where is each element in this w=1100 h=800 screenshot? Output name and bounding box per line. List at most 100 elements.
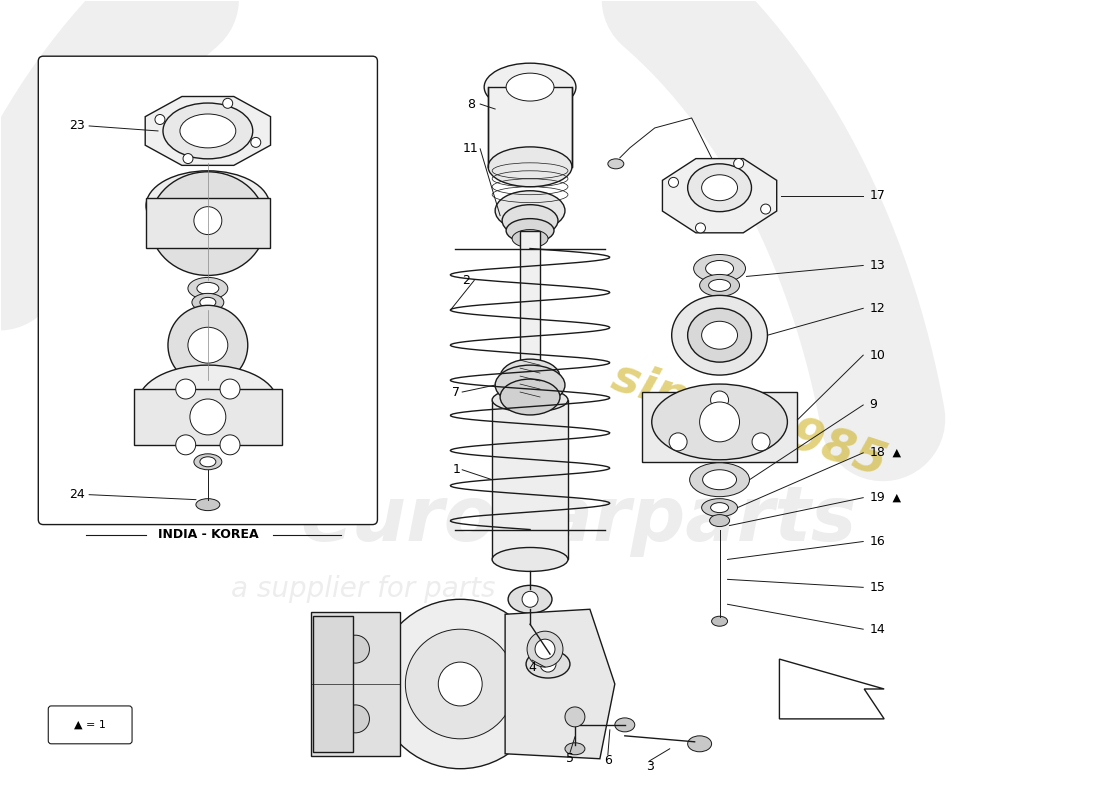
Text: 3: 3 [646, 760, 653, 774]
Circle shape [669, 433, 688, 451]
Text: 6: 6 [604, 754, 612, 767]
Ellipse shape [495, 190, 565, 230]
Text: 19: 19 [869, 491, 884, 504]
Text: 5: 5 [565, 752, 574, 766]
Text: eurocarparts: eurocarparts [300, 482, 857, 557]
Text: INDIA - KOREA: INDIA - KOREA [157, 528, 258, 541]
Text: 14: 14 [869, 622, 884, 636]
Bar [488, 87, 572, 167]
Circle shape [669, 178, 679, 187]
Circle shape [194, 206, 222, 234]
Bar [312, 616, 352, 752]
Ellipse shape [688, 308, 751, 362]
Circle shape [522, 591, 538, 607]
Bar [520, 230, 540, 360]
Ellipse shape [688, 736, 712, 752]
Text: 24: 24 [69, 488, 85, 501]
Ellipse shape [711, 502, 728, 513]
Text: ▲ = 1: ▲ = 1 [74, 720, 106, 730]
Ellipse shape [194, 454, 222, 470]
Text: 7: 7 [452, 386, 460, 398]
Ellipse shape [708, 279, 730, 291]
Circle shape [155, 114, 165, 125]
Ellipse shape [484, 63, 576, 111]
Ellipse shape [513, 230, 548, 247]
FancyBboxPatch shape [39, 56, 377, 525]
Circle shape [341, 705, 370, 733]
Ellipse shape [703, 470, 737, 490]
Circle shape [341, 635, 370, 663]
Ellipse shape [188, 278, 228, 299]
Ellipse shape [694, 254, 746, 282]
Polygon shape [780, 659, 884, 719]
Circle shape [375, 599, 544, 769]
Text: 13: 13 [869, 259, 884, 272]
Text: 16: 16 [869, 535, 884, 548]
Circle shape [761, 204, 771, 214]
Circle shape [176, 379, 196, 399]
Ellipse shape [705, 261, 734, 277]
Ellipse shape [495, 365, 565, 405]
Ellipse shape [565, 743, 585, 754]
Circle shape [251, 138, 261, 147]
Ellipse shape [150, 172, 266, 275]
Ellipse shape [615, 718, 635, 732]
Circle shape [565, 707, 585, 727]
Circle shape [183, 154, 192, 163]
Ellipse shape [502, 205, 558, 237]
Text: 17: 17 [869, 190, 886, 202]
Text: 15: 15 [869, 581, 886, 594]
Ellipse shape [526, 650, 570, 678]
Text: 10: 10 [869, 349, 886, 362]
Ellipse shape [506, 218, 554, 242]
Ellipse shape [712, 616, 727, 626]
Ellipse shape [488, 147, 572, 186]
Polygon shape [310, 612, 400, 756]
Ellipse shape [672, 295, 768, 375]
Ellipse shape [138, 365, 277, 441]
Circle shape [535, 639, 556, 659]
Text: 2: 2 [462, 274, 470, 287]
Circle shape [220, 379, 240, 399]
Ellipse shape [651, 384, 788, 460]
Ellipse shape [191, 294, 223, 311]
Text: since 1985: since 1985 [606, 354, 892, 486]
Polygon shape [641, 392, 798, 462]
Circle shape [527, 631, 563, 667]
Circle shape [168, 306, 248, 385]
Ellipse shape [163, 103, 253, 159]
FancyBboxPatch shape [48, 706, 132, 744]
Polygon shape [146, 198, 270, 247]
Ellipse shape [492, 388, 568, 412]
Ellipse shape [688, 164, 751, 212]
Text: 4: 4 [528, 661, 536, 674]
Ellipse shape [702, 322, 737, 349]
Circle shape [540, 656, 556, 672]
Circle shape [220, 435, 240, 455]
Ellipse shape [508, 586, 552, 614]
Circle shape [524, 237, 537, 250]
Text: 11: 11 [462, 142, 478, 155]
Ellipse shape [188, 327, 228, 363]
Polygon shape [662, 158, 777, 233]
Circle shape [695, 223, 705, 233]
Circle shape [190, 399, 226, 435]
Ellipse shape [506, 73, 554, 101]
Ellipse shape [710, 514, 729, 526]
Text: 12: 12 [869, 302, 884, 315]
Ellipse shape [690, 462, 749, 497]
Polygon shape [145, 97, 271, 166]
Ellipse shape [700, 274, 739, 296]
Ellipse shape [180, 114, 235, 148]
Circle shape [752, 433, 770, 451]
Ellipse shape [702, 174, 737, 201]
Ellipse shape [500, 359, 560, 395]
Polygon shape [505, 610, 615, 758]
Text: 8: 8 [468, 98, 475, 110]
Ellipse shape [197, 282, 219, 294]
Text: 9: 9 [869, 398, 877, 411]
Ellipse shape [146, 170, 270, 241]
Ellipse shape [492, 547, 568, 571]
Ellipse shape [196, 498, 220, 510]
Text: ▲: ▲ [889, 448, 901, 458]
